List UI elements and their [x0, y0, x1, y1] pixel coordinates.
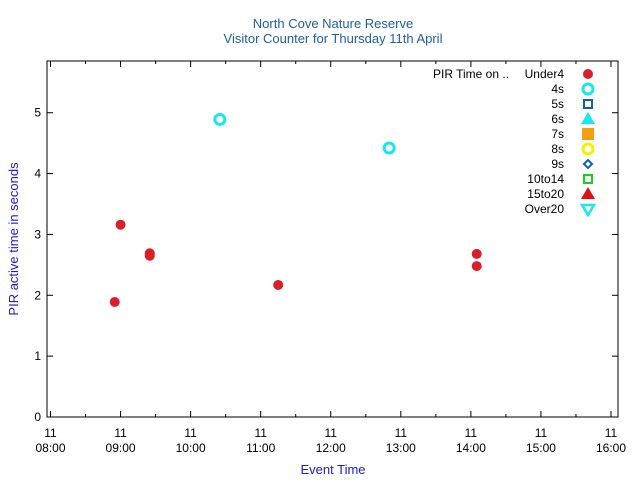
legend-title: PIR Time on ..: [433, 67, 509, 81]
x-tick-day-label: 11: [605, 426, 618, 440]
legend-marker-10to14: [583, 174, 593, 184]
data-point-under4: [471, 248, 482, 259]
legend-label: 8s: [551, 142, 564, 156]
data-point-under4: [471, 261, 482, 272]
legend-label: 15to20: [527, 187, 564, 201]
y-axis-label: PIR active time in seconds: [6, 162, 21, 316]
legend-label: Over20: [525, 202, 565, 216]
x-tick-day-label: 11: [184, 426, 197, 440]
legend-marker-under4: [583, 69, 593, 79]
x-tick-day-label: 11: [465, 426, 478, 440]
legend-marker-9s: [582, 158, 594, 170]
x-tick-time-label: 09:00: [106, 441, 136, 455]
plot-frame: [46, 60, 619, 418]
legend-marker-15to20: [581, 187, 595, 199]
y-tick-label: 2: [34, 288, 41, 302]
y-tick-label: 4: [34, 167, 41, 181]
x-tick-time-label: 11:00: [246, 441, 275, 455]
legend-marker-6s: [581, 112, 595, 124]
x-tick-time-label: 14:00: [456, 441, 486, 455]
x-tick-time-label: 08:00: [35, 441, 65, 455]
x-tick-time-label: 16:00: [596, 441, 626, 455]
x-tick-time-label: 10:00: [176, 441, 206, 455]
data-point-4s: [213, 112, 227, 126]
x-tick-day-label: 11: [535, 426, 548, 440]
x-tick-time-label: 15:00: [526, 441, 556, 455]
legend-label: 9s: [551, 157, 564, 171]
legend-marker-over20: [579, 203, 597, 218]
legend-marker-8s: [581, 142, 595, 156]
y-tick-label: 0: [34, 410, 41, 424]
x-tick-day-label: 11: [114, 426, 127, 440]
chart-subtitle: Visitor Counter for Thursday 11th April: [224, 31, 443, 46]
legend-label: 5s: [551, 97, 564, 111]
legend-label: 10to14: [527, 172, 564, 186]
x-tick-time-label: 13:00: [386, 441, 416, 455]
data-point-under4: [109, 296, 120, 307]
legend-marker-5s: [583, 99, 593, 109]
legend-marker-7s: [582, 128, 594, 140]
legend-label: 4s: [551, 82, 564, 96]
legend-label: 6s: [551, 112, 564, 126]
x-tick-day-label: 11: [44, 426, 57, 440]
x-tick-day-label: 11: [254, 426, 267, 440]
x-tick-time-label: 12:00: [316, 441, 346, 455]
axes: 0123451108:001109:001110:001111:001112:0…: [34, 61, 626, 455]
legend: PIR Time on .. Under44s5s6s7s8s9s10to141…: [433, 67, 597, 218]
legend-label: 7s: [551, 127, 564, 141]
y-tick-label: 3: [34, 227, 41, 241]
x-axis-label: Event Time: [300, 462, 365, 477]
data-point-under4: [144, 248, 155, 259]
x-tick-day-label: 11: [325, 426, 338, 440]
y-tick-label: 1: [34, 349, 41, 363]
x-tick-day-label: 11: [395, 426, 408, 440]
data-points: [109, 112, 482, 307]
data-point-under4: [115, 219, 126, 230]
y-tick-label: 5: [34, 106, 41, 120]
data-point-4s: [382, 141, 396, 155]
data-point-under4: [273, 279, 284, 290]
legend-marker-4s: [581, 82, 595, 96]
chart-title: North Cove Nature Reserve: [253, 16, 413, 31]
legend-label: Under4: [525, 67, 565, 81]
